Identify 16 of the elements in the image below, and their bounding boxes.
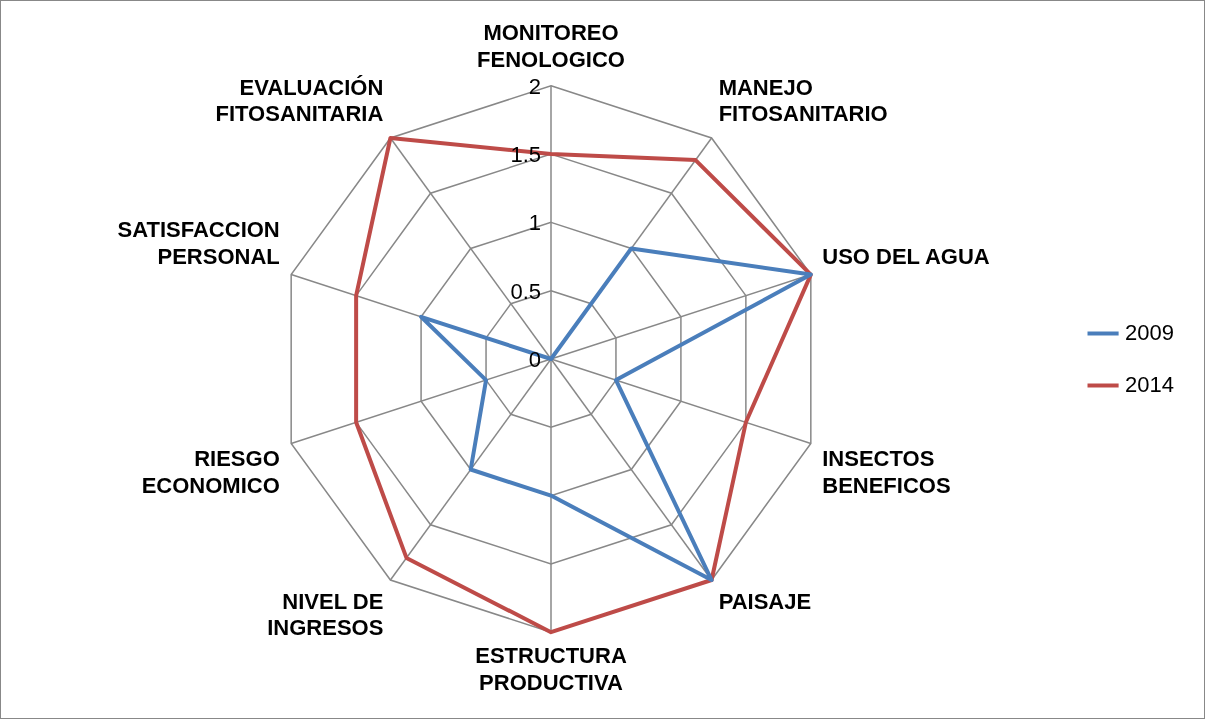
y-tick-label: 1 [528, 210, 541, 236]
y-tick-label: 0.5 [510, 278, 541, 304]
spoke-label: RIESGO ECONOMICO [141, 446, 280, 498]
spoke-label: MANEJO FITOSANITARIO [718, 74, 888, 127]
spoke-label: ESTRUCTURA PRODUCTIVA [475, 643, 627, 695]
spoke-label: PAISAJE [718, 588, 812, 614]
spoke-label: INSECTOS BENEFICOS [822, 446, 951, 498]
spoke-label: EVALUACIÓN FITOSANITARIA [215, 74, 384, 127]
legend-label: 2014 [1125, 371, 1175, 397]
spoke-label: MONITOREO FENOLOGICO [477, 20, 625, 72]
spoke-label: NIVEL DE INGRESOS [267, 588, 384, 641]
spoke-label: USO DEL AGUA [822, 243, 990, 269]
y-tick-label: 2 [528, 73, 541, 99]
legend-label: 2009 [1125, 319, 1175, 345]
y-tick-label: 0 [528, 347, 541, 373]
spoke-label: SATISFACCION PERSONAL [117, 217, 280, 269]
